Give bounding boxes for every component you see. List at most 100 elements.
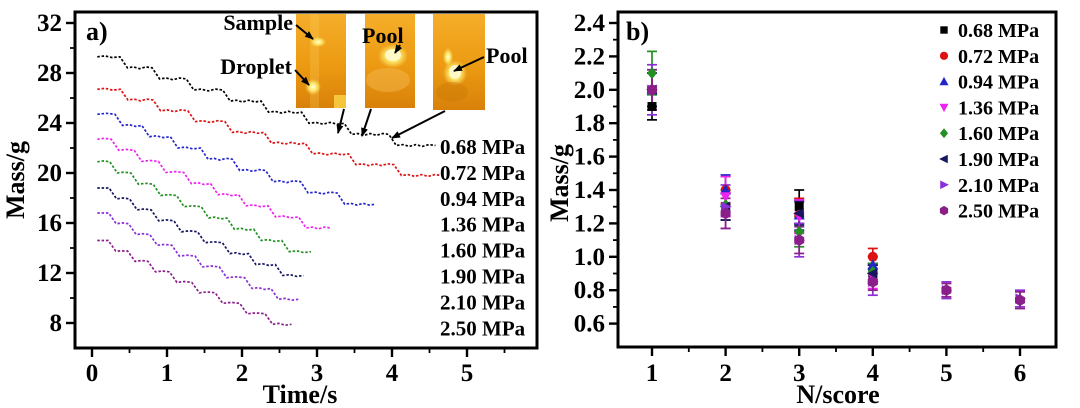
curve-label-1.60-MPa: 1.60 MPa [440,239,526,263]
panel-b-y-tick-label: 1.4 [574,177,606,204]
legend-label: 1.90 MPa [958,149,1039,171]
marker-triangle-down [939,103,949,113]
annotation-arrow [295,24,314,40]
curve-label-1.90-MPa: 1.90 MPa [440,265,526,289]
curve-2.50-MPa [97,239,292,327]
panel-a-y-tick-label: 16 [37,210,62,237]
legend-item-2.10-MPa: 2.10 MPa [940,175,1039,197]
panel-b-legend: 0.68 MPa 0.72 MPa 0.94 MPa 1.36 MPa 1.60 MPa… [939,20,1039,223]
curve-label-0.94-MPa: 0.94 MPa [440,187,526,211]
marker-circle [939,51,949,60]
panel-a-y-axis-title: Mass/g [1,141,30,219]
panel-b-x-tick-label: 2 [719,360,732,387]
panel-a-x-tick-label: 5 [461,360,474,387]
panel-b-y-tick-label: 1.2 [574,210,605,237]
legend-item-0.94-MPa: 0.94 MPa [939,72,1039,94]
annotation-arrow [336,108,345,134]
marker-triangle-right [940,180,949,190]
legend-label: 0.68 MPa [958,20,1039,42]
panel-b-y-axis-title: Mass/g [545,144,574,222]
marker-triangle-up [867,259,879,270]
annotation-pool-1: Pool [362,23,404,48]
curve-label-2.10-MPa: 2.10 MPa [440,290,526,314]
panel-a-curves [97,55,442,327]
marker-hexagon [1015,294,1025,307]
curve-label-0.72-MPa: 0.72 MPa [440,161,526,185]
panel-a-x-tick-label: 1 [161,360,174,387]
annotation-arrow [394,44,403,54]
legend-label: 1.36 MPa [958,97,1039,119]
annotation-arrow [294,69,310,86]
panel-b-y-tick-label: 0.8 [574,277,605,304]
legend-label: 0.94 MPa [958,72,1039,94]
marker-triangle-down [720,192,732,203]
panel-b-x-tick-label: 1 [646,360,659,387]
curve-label-1.36-MPa: 1.36 MPa [440,213,526,237]
legend-label: 2.10 MPa [958,175,1039,197]
legend-label: 2.50 MPa [958,201,1039,223]
panel-b-x-tick-label: 6 [1014,360,1027,387]
panel-b-y-tick-label: 1.6 [574,144,605,171]
curve-0.72-MPa [97,87,442,178]
marker-hexagon [939,205,949,216]
scatter-series-2.50-MPa [647,84,1025,307]
panel-b-y-tick-label: 2.0 [574,77,605,104]
panel-a-y-tick-label: 28 [37,60,62,87]
legend-item-1.36-MPa: 1.36 MPa [939,97,1039,119]
panel-b-y-tick-label: 0.6 [574,311,605,338]
panel-a-y-tick-label: 32 [37,10,62,37]
panel-b: 1 2 3 4 5 6 0.6 0.8 1.0 1.2 1.4 1.6 1.8 2.0 2.2 2.4 N/sc… [545,10,1058,408]
marker-diamond [939,128,949,139]
annotation-sample: Sample [223,10,293,35]
panel-b-x-axis-title: N/score [796,380,879,408]
panel-b-axes: 1 2 3 4 5 6 0.6 0.8 1.0 1.2 1.4 1.6 1.8 2.0 2.2 2.4 N/sc… [545,10,1058,408]
panel-b-y-tick-label: 2.4 [574,10,606,37]
panel-a-y-tick-label: 20 [37,160,62,187]
marker-circle [867,251,878,262]
marker-hexagon [867,276,878,288]
curve-1.90-MPa [97,187,304,278]
panel-a-insets [296,14,485,110]
marker-triangle-left [793,208,804,219]
panel-a-frame [73,10,539,350]
scatter-series-0.72-MPa [647,84,878,262]
annotation-arrow [391,110,446,139]
panel-a-annotations: Sample Droplet Pool Pool [220,10,528,139]
curve-1.36-MPa [97,137,331,230]
marker-hexagon [720,207,731,220]
scatter-series-1.90-MPa [646,84,878,279]
panel-b-y-tick-label: 1.8 [574,110,605,137]
panel-a-y-tick-label: 12 [37,260,62,287]
panel-a-y-tick-label: 24 [37,110,63,137]
marker-square [940,26,948,34]
legend-label: 0.72 MPa [958,46,1039,68]
legend-item-1.60-MPa: 1.60 MPa [939,123,1039,145]
scatter-series-0.94-MPa [646,84,879,270]
curve-label-0.68-MPa: 0.68 MPa [440,135,526,159]
marker-hexagon [941,284,952,296]
panel-a-x-tick-label: 0 [86,360,99,387]
marker-triangle-left [939,154,948,164]
curve-label-2.50-MPa: 2.50 MPa [440,316,526,340]
legend-item-0.68-MPa: 0.68 MPa [940,20,1039,42]
curve-0.94-MPa [97,112,376,206]
panel-a-label: a) [86,17,108,46]
annotation-droplet: Droplet [220,54,292,79]
marker-hexagon [647,84,657,96]
panel-b-frame [616,10,1058,349]
panel-b-y-tick-label: 2.2 [574,43,605,70]
panel-b-label: b) [626,17,649,46]
panel-a-x-tick-label: 3 [311,360,324,387]
panel-a-x-tick-label: 4 [386,360,399,387]
annotation-pool-2: Pool [486,43,528,68]
marker-triangle-up [720,184,732,195]
marker-square [794,202,804,212]
marker-diamond [647,67,657,80]
annotation-arrow [453,56,485,72]
marker-triangle-left [866,268,878,279]
curve-1.60-MPa [97,160,312,254]
legend-item-2.50-MPa: 2.50 MPa [939,201,1039,223]
legend-item-1.90-MPa: 1.90 MPa [939,149,1039,171]
